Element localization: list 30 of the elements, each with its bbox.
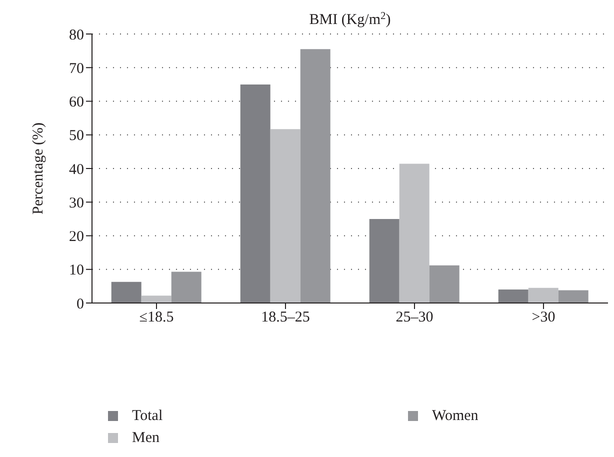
x-tick-label: ≤18.5 [139, 310, 174, 326]
bar [528, 288, 558, 303]
bar [141, 296, 172, 303]
x-tick-label: >30 [532, 310, 556, 326]
y-tick-label: 0 [76, 296, 84, 312]
y-tick-label: 40 [69, 162, 84, 178]
y-tick-label: 60 [69, 94, 84, 111]
y-tick-label: 70 [69, 60, 84, 77]
legend-label: Women [432, 408, 478, 424]
bar [240, 84, 270, 303]
y-tick-label: 50 [69, 128, 84, 144]
y-tick-label: 20 [69, 229, 84, 246]
y-tick-label: 30 [69, 195, 84, 212]
bar [558, 290, 588, 303]
y-tick-label: 10 [69, 262, 84, 279]
bar [498, 290, 528, 303]
bar [369, 218, 400, 303]
bar [399, 164, 430, 303]
chart-title: BMI (Kg/m$^{2}$) [309, 10, 391, 28]
bar [171, 272, 202, 303]
bar [111, 282, 142, 303]
legend-label: Total [132, 408, 163, 424]
bar [429, 265, 460, 303]
bar [270, 129, 300, 303]
y-tick-label: 80 [69, 27, 84, 44]
y-axis-title: Percentage (%) [30, 122, 46, 215]
x-tick-label: 25–30 [396, 310, 434, 326]
x-tick-label: 18.5–25 [261, 310, 310, 326]
legend-label: Men [132, 430, 160, 446]
bar [300, 49, 330, 303]
